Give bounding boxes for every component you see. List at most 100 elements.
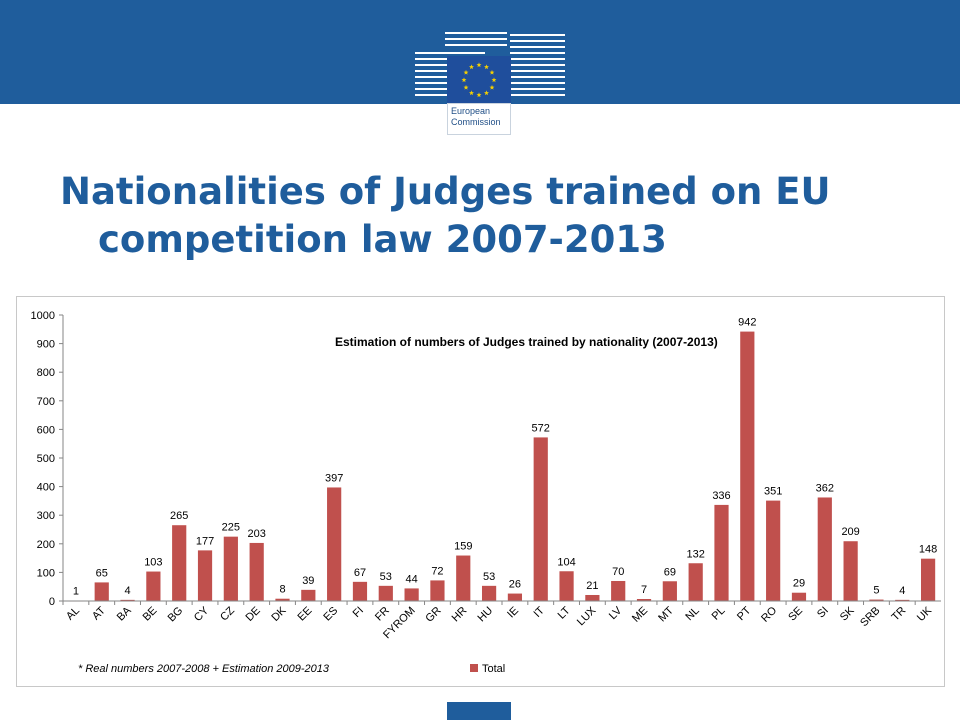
y-tick-label: 1000 xyxy=(31,310,55,322)
data-label-al: 1 xyxy=(73,586,79,598)
footer-tab xyxy=(447,702,511,720)
y-tick-label: 800 xyxy=(37,367,55,379)
bar-cz xyxy=(223,536,238,601)
x-tick-label-sk: SK xyxy=(838,604,857,623)
x-tick-label-mt: MT xyxy=(656,604,676,624)
x-tick-label-hr: HR xyxy=(450,605,470,625)
data-label-ba: 4 xyxy=(124,585,130,597)
data-label-tr: 4 xyxy=(899,585,905,597)
legend: Total xyxy=(470,663,505,675)
bar-lt xyxy=(559,571,574,601)
bar-pl xyxy=(714,504,729,601)
bar-se xyxy=(791,592,807,601)
slide-title-line-1: Nationalities of Judges trained on EU xyxy=(60,170,831,213)
data-label-cz: 225 xyxy=(222,522,240,534)
star-icon xyxy=(484,64,489,70)
y-tick-label: 900 xyxy=(37,339,55,351)
x-tick-label-me: ME xyxy=(630,605,650,625)
star-icon xyxy=(491,77,497,83)
data-label-nl: 132 xyxy=(687,548,705,560)
data-label-hu: 53 xyxy=(483,571,495,583)
x-tick-label-uk: UK xyxy=(915,604,935,624)
star-icon xyxy=(463,84,469,90)
x-tick-label-se: SE xyxy=(786,605,805,624)
x-tick-label-de: DE xyxy=(244,605,263,624)
data-label-ro: 351 xyxy=(764,486,782,498)
x-tick-label-al: AL xyxy=(64,605,82,623)
bar-de xyxy=(249,542,264,601)
x-tick-label-it: IT xyxy=(531,604,547,620)
x-tick-label-lv: LV xyxy=(607,604,625,622)
x-tick-label-ee: EE xyxy=(296,605,315,624)
x-tick-label-cz: CZ xyxy=(218,604,237,623)
x-tick-label-fi: FI xyxy=(351,605,366,620)
data-label-de: 203 xyxy=(248,528,266,540)
eu-stars xyxy=(461,62,497,98)
bar-fi xyxy=(352,581,368,601)
legend-label: Total xyxy=(482,663,505,675)
x-tick-label-bg: BG xyxy=(166,605,186,625)
chart-frame xyxy=(16,296,945,687)
data-label-me: 7 xyxy=(641,584,647,596)
x-tick-label-ro: RO xyxy=(759,604,779,624)
x-tick-label-tr: TR xyxy=(890,605,909,624)
bar-lv xyxy=(611,580,626,601)
data-label-si: 362 xyxy=(816,482,834,494)
star-icon xyxy=(469,64,474,70)
bar-es xyxy=(327,487,342,601)
bar-ie xyxy=(507,593,523,601)
bar-dk xyxy=(275,598,290,601)
logo-line-1: European xyxy=(451,106,491,116)
chart-footnote: * Real numbers 2007-2008 + Estimation 20… xyxy=(78,663,330,675)
x-tick-label-lt: LT xyxy=(556,604,573,621)
y-tick-label: 200 xyxy=(37,539,55,551)
european-commission-logo xyxy=(415,32,565,104)
bar-it xyxy=(533,437,548,601)
x-tick-label-nl: NL xyxy=(683,605,701,623)
bar-sk xyxy=(843,541,858,601)
data-label-cy: 177 xyxy=(196,535,214,547)
data-label-gr: 72 xyxy=(431,565,443,577)
bar-mt xyxy=(662,581,677,601)
x-tick-label-hu: HU xyxy=(475,605,495,625)
bar-bg xyxy=(172,525,187,601)
data-label-be: 103 xyxy=(144,557,162,569)
star-icon xyxy=(484,90,489,96)
bar-fyrom xyxy=(404,588,419,601)
data-label-fi: 67 xyxy=(354,567,366,579)
bar-ee xyxy=(301,589,316,601)
chart-title: Estimation of numbers of Judges trained … xyxy=(335,335,718,349)
data-label-lv: 70 xyxy=(612,566,624,578)
bar-pt xyxy=(740,331,755,601)
data-label-pt: 942 xyxy=(738,317,756,329)
x-tick-label-ie: IE xyxy=(505,605,521,621)
data-label-ie: 26 xyxy=(509,579,521,591)
bar-ba xyxy=(120,599,135,601)
bar-at xyxy=(94,582,109,601)
slide-title: Nationalities of Judges trained on EU co… xyxy=(60,168,920,264)
data-label-it: 572 xyxy=(532,422,550,434)
data-label-sk: 209 xyxy=(841,526,859,538)
x-tick-label-cy: CY xyxy=(192,604,212,624)
data-label-pl: 336 xyxy=(712,490,730,502)
star-icon xyxy=(469,90,474,96)
x-tick-label-es: ES xyxy=(321,605,340,624)
data-label-es: 397 xyxy=(325,472,343,484)
star-icon xyxy=(476,92,482,98)
x-tick-label-gr: GR xyxy=(423,605,443,625)
legend-swatch xyxy=(470,664,478,672)
x-tick-label-si: SI xyxy=(815,605,831,621)
bar-si xyxy=(817,497,832,601)
y-tick-label: 300 xyxy=(37,510,55,522)
y-axis: 0 100 200 300 400 500 600 700 800 900 1000 xyxy=(31,310,64,608)
y-tick-label: 100 xyxy=(37,567,55,579)
data-label-at: 65 xyxy=(96,567,108,579)
y-tick-label: 600 xyxy=(37,424,55,436)
slide-title-line-2: competition law 2007-2013 xyxy=(98,218,667,261)
x-tick-label-pl: PL xyxy=(710,605,728,623)
x-tick-label-fr: FR xyxy=(373,605,392,624)
y-tick-label: 0 xyxy=(49,596,55,608)
x-tick-label-ba: BA xyxy=(115,604,134,623)
